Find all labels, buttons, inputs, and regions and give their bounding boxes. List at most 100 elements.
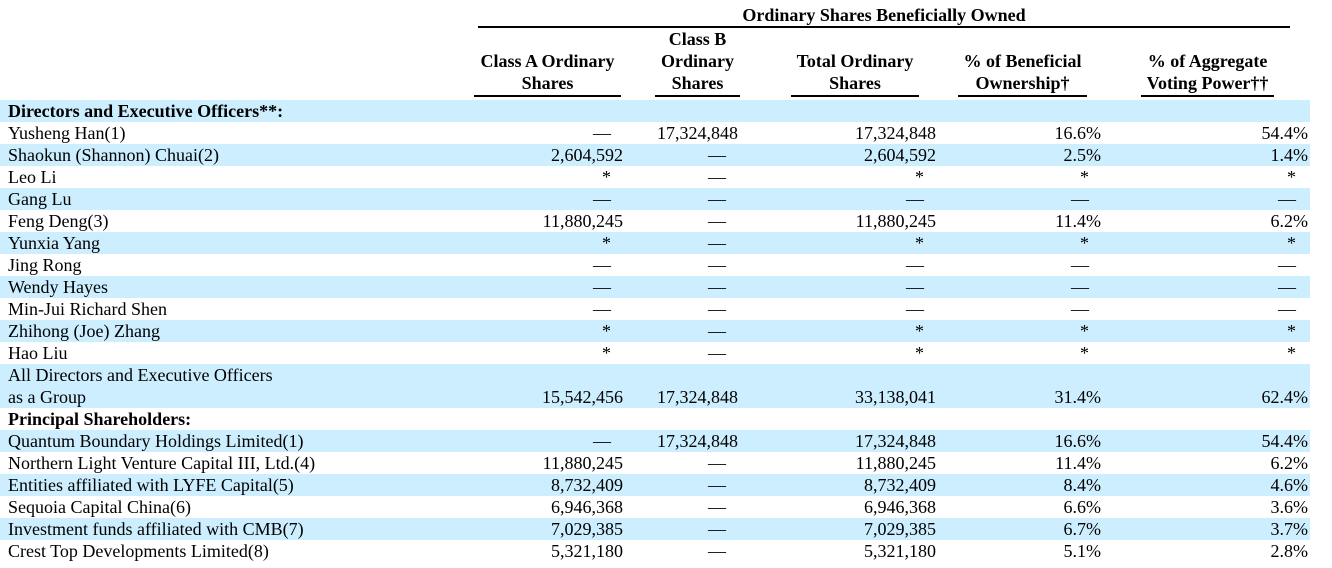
cell-class-a-shares: — xyxy=(593,123,611,143)
cell-class-a-shares: — xyxy=(470,276,625,298)
cell-total-shares: * xyxy=(770,320,940,342)
row-label: Wendy Hayes xyxy=(0,276,470,298)
row-label: Investment funds affiliated with CMB(7) xyxy=(0,518,470,540)
cell-pct-beneficial-ownership: 8.4% xyxy=(940,474,1105,496)
row-label: Yunxia Yang xyxy=(0,232,470,254)
cell-class-b-shares: 17,324,848 xyxy=(657,123,738,143)
cell-pct-beneficial-ownership: 16.6% xyxy=(940,430,1105,452)
cell-class-b-shares: — xyxy=(708,343,726,363)
table-body: Directors and Executive Officers**: Yushe… xyxy=(0,100,1311,562)
cell-class-b-shares: — xyxy=(625,474,770,496)
cell-class-a-shares: * xyxy=(470,232,625,254)
cell-pct-aggregate-voting-power xyxy=(1105,100,1311,122)
table-row: Quantum Boundary Holdings Limited(1) —17,… xyxy=(0,430,1311,452)
cell-class-b-shares: — xyxy=(625,188,770,210)
cell-class-a-shares: 6,946,368 xyxy=(551,497,623,517)
cell-pct-beneficial-ownership: 31.4% xyxy=(940,364,1105,408)
table-row: Northern Light Venture Capital III, Ltd.… xyxy=(0,452,1310,474)
row-label: Northern Light Venture Capital III, Ltd.… xyxy=(8,453,316,473)
cell-total-shares: — xyxy=(770,276,940,298)
cell-pct-aggregate-voting-power: 54.4% xyxy=(1105,430,1311,452)
table-row: Min-Jui Richard Shen — — — — — xyxy=(0,298,1310,320)
col-header-pct-aggregate-voting-power: % of Aggregate Voting Power†† xyxy=(1105,28,1310,100)
cell-class-b-shares: — xyxy=(625,232,770,254)
cell-pct-aggregate-voting-power: — xyxy=(1278,299,1297,319)
table-row: Jing Rong — — — — — xyxy=(0,254,1310,276)
cell-pct-beneficial-ownership: 2.5% xyxy=(940,144,1105,166)
table-row: Shaokun (Shannon) Chuai(2) 2,604,592—2,60… xyxy=(0,144,1311,166)
cell-class-a-shares: — xyxy=(470,430,625,452)
row-label: Gang Lu xyxy=(0,188,470,210)
empty-header-cell xyxy=(0,28,470,100)
table-row: Wendy Hayes — — — — — xyxy=(0,276,1311,298)
table-row: Entities affiliated with LYFE Capital(5)… xyxy=(0,474,1311,496)
cell-pct-beneficial-ownership: 6.6% xyxy=(1063,497,1102,517)
col-header-class-a-shares: Class A Ordinary Shares xyxy=(470,28,625,100)
cell-pct-beneficial-ownership: * xyxy=(1080,343,1089,363)
cell-pct-aggregate-voting-power: 6.2% xyxy=(1270,211,1309,231)
cell-pct-aggregate-voting-power: * xyxy=(1105,232,1311,254)
group-header-cell: Ordinary Shares Beneficially Owned xyxy=(470,0,1310,28)
cell-class-b-shares: — xyxy=(708,167,726,187)
row-label: All Directors and Executive Officers as … xyxy=(0,364,470,408)
cell-class-b-shares: — xyxy=(625,320,770,342)
row-label: Quantum Boundary Holdings Limited(1) xyxy=(0,430,470,452)
col-header-class-b-shares: Class B Ordinary Shares xyxy=(625,28,770,100)
cell-total-shares: * xyxy=(915,343,924,363)
row-label: Jing Rong xyxy=(8,255,82,275)
group-header-row: Ordinary Shares Beneficially Owned xyxy=(0,0,1310,28)
cell-pct-beneficial-ownership: 16.6% xyxy=(1054,123,1102,143)
cell-class-a-shares xyxy=(470,100,625,122)
cell-pct-aggregate-voting-power: 54.4% xyxy=(1261,123,1309,143)
cell-class-a-shares: 8,732,409 xyxy=(470,474,625,496)
group-header-title: Ordinary Shares Beneficially Owned xyxy=(478,5,1291,28)
cell-total-shares: 5,321,180 xyxy=(864,541,936,561)
cell-total-shares: — xyxy=(906,255,924,275)
cell-pct-aggregate-voting-power: * xyxy=(1105,320,1311,342)
cell-pct-aggregate-voting-power: 62.4% xyxy=(1105,364,1311,408)
table-row: Feng Deng(3) 11,880,245 — 11,880,245 11.4% 6.… xyxy=(0,210,1310,232)
cell-pct-beneficial-ownership: — xyxy=(1071,299,1089,319)
cell-pct-aggregate-voting-power: 3.7% xyxy=(1105,518,1311,540)
row-label: Entities affiliated with LYFE Capital(5) xyxy=(0,474,470,496)
table-row: Leo Li * — * * * xyxy=(0,166,1310,188)
table-row: Zhihong (Joe) Zhang * — * * * xyxy=(0,320,1311,342)
beneficial-ownership-table: Ordinary Shares Beneficially Owned Class… xyxy=(0,0,1311,562)
cell-pct-aggregate-voting-power: 2.8% xyxy=(1270,541,1309,561)
cell-pct-beneficial-ownership: — xyxy=(940,276,1105,298)
cell-class-a-shares: 11,880,245 xyxy=(542,211,623,231)
cell-class-a-shares: * xyxy=(602,167,611,187)
col-header-label: % of Beneficial Ownership† xyxy=(957,50,1088,97)
cell-class-b-shares: — xyxy=(708,299,726,319)
cell-pct-aggregate-voting-power: 1.4% xyxy=(1105,144,1311,166)
cell-pct-beneficial-ownership xyxy=(940,100,1105,122)
cell-class-b-shares: — xyxy=(708,255,726,275)
cell-pct-beneficial-ownership: 11.4% xyxy=(1055,453,1101,473)
cell-total-shares: 7,029,385 xyxy=(770,518,940,540)
cell-total-shares: 17,324,848 xyxy=(855,123,936,143)
cell-pct-beneficial-ownership xyxy=(940,408,1105,430)
col-header-label: Total Ordinary Shares xyxy=(790,50,920,97)
cell-pct-beneficial-ownership: 6.7% xyxy=(940,518,1105,540)
column-header-row: Class A Ordinary Shares Class B Ordinary… xyxy=(0,28,1310,100)
cell-pct-beneficial-ownership: * xyxy=(940,320,1105,342)
cell-class-b-shares: 17,324,848 xyxy=(625,430,770,452)
row-label: Feng Deng(3) xyxy=(8,211,109,231)
cell-class-a-shares: 7,029,385 xyxy=(470,518,625,540)
col-header-label: % of Aggregate Voting Power†† xyxy=(1140,50,1275,97)
cell-pct-beneficial-ownership: 5.1% xyxy=(1063,541,1102,561)
cell-class-a-shares: 5,321,180 xyxy=(551,541,623,561)
table-row: Gang Lu — — — — — xyxy=(0,188,1311,210)
row-label: Shaokun (Shannon) Chuai(2) xyxy=(0,144,470,166)
empty-header-cell xyxy=(0,0,470,28)
cell-class-a-shares xyxy=(470,408,625,430)
cell-pct-aggregate-voting-power: * xyxy=(1287,343,1297,363)
cell-class-b-shares: — xyxy=(708,541,726,561)
row-label: Min-Jui Richard Shen xyxy=(8,299,167,319)
cell-total-shares xyxy=(770,100,940,122)
cell-total-shares: 33,138,041 xyxy=(770,364,940,408)
cell-pct-aggregate-voting-power: — xyxy=(1105,276,1311,298)
section-header-row: Directors and Executive Officers**: xyxy=(0,100,1311,122)
table-header: Ordinary Shares Beneficially Owned Class… xyxy=(0,0,1310,100)
table-row: Crest Top Developments Limited(8) 5,321,1… xyxy=(0,540,1310,562)
